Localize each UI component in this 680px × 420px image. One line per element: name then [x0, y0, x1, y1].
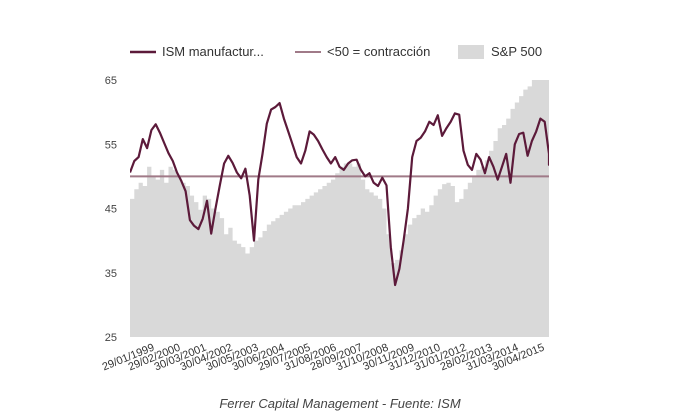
ism-line: [130, 102, 549, 287]
legend-swatch-sp500: [458, 45, 484, 59]
legend-label-ism: ISM manufactur...: [162, 44, 264, 59]
y-tick-label: 45: [105, 204, 117, 216]
chart-footer: Ferrer Capital Management - Fuente: ISM: [219, 396, 460, 411]
legend-label-threshold: <50 = contracción: [327, 44, 430, 59]
y-tick-label: 65: [105, 75, 117, 87]
legend-item-ism[interactable]: ISM manufactur...: [130, 44, 264, 59]
legend-item-threshold[interactable]: <50 = contracción: [295, 44, 430, 59]
x-axis: 29/01/199929/02/200030/03/200130/04/2002…: [101, 342, 547, 374]
y-tick-label: 35: [105, 268, 117, 280]
y-tick-label: 55: [105, 139, 117, 151]
y-tick-label: 25: [105, 332, 117, 344]
sp500-area: [130, 80, 549, 337]
legend-item-sp500[interactable]: S&P 500: [458, 44, 542, 59]
legend-label-sp500: S&P 500: [491, 44, 542, 59]
legend: ISM manufactur... <50 = contracción S&P …: [130, 44, 542, 59]
y-axis: 65 55 45 35 25: [105, 75, 117, 344]
plot-area: [130, 80, 549, 337]
